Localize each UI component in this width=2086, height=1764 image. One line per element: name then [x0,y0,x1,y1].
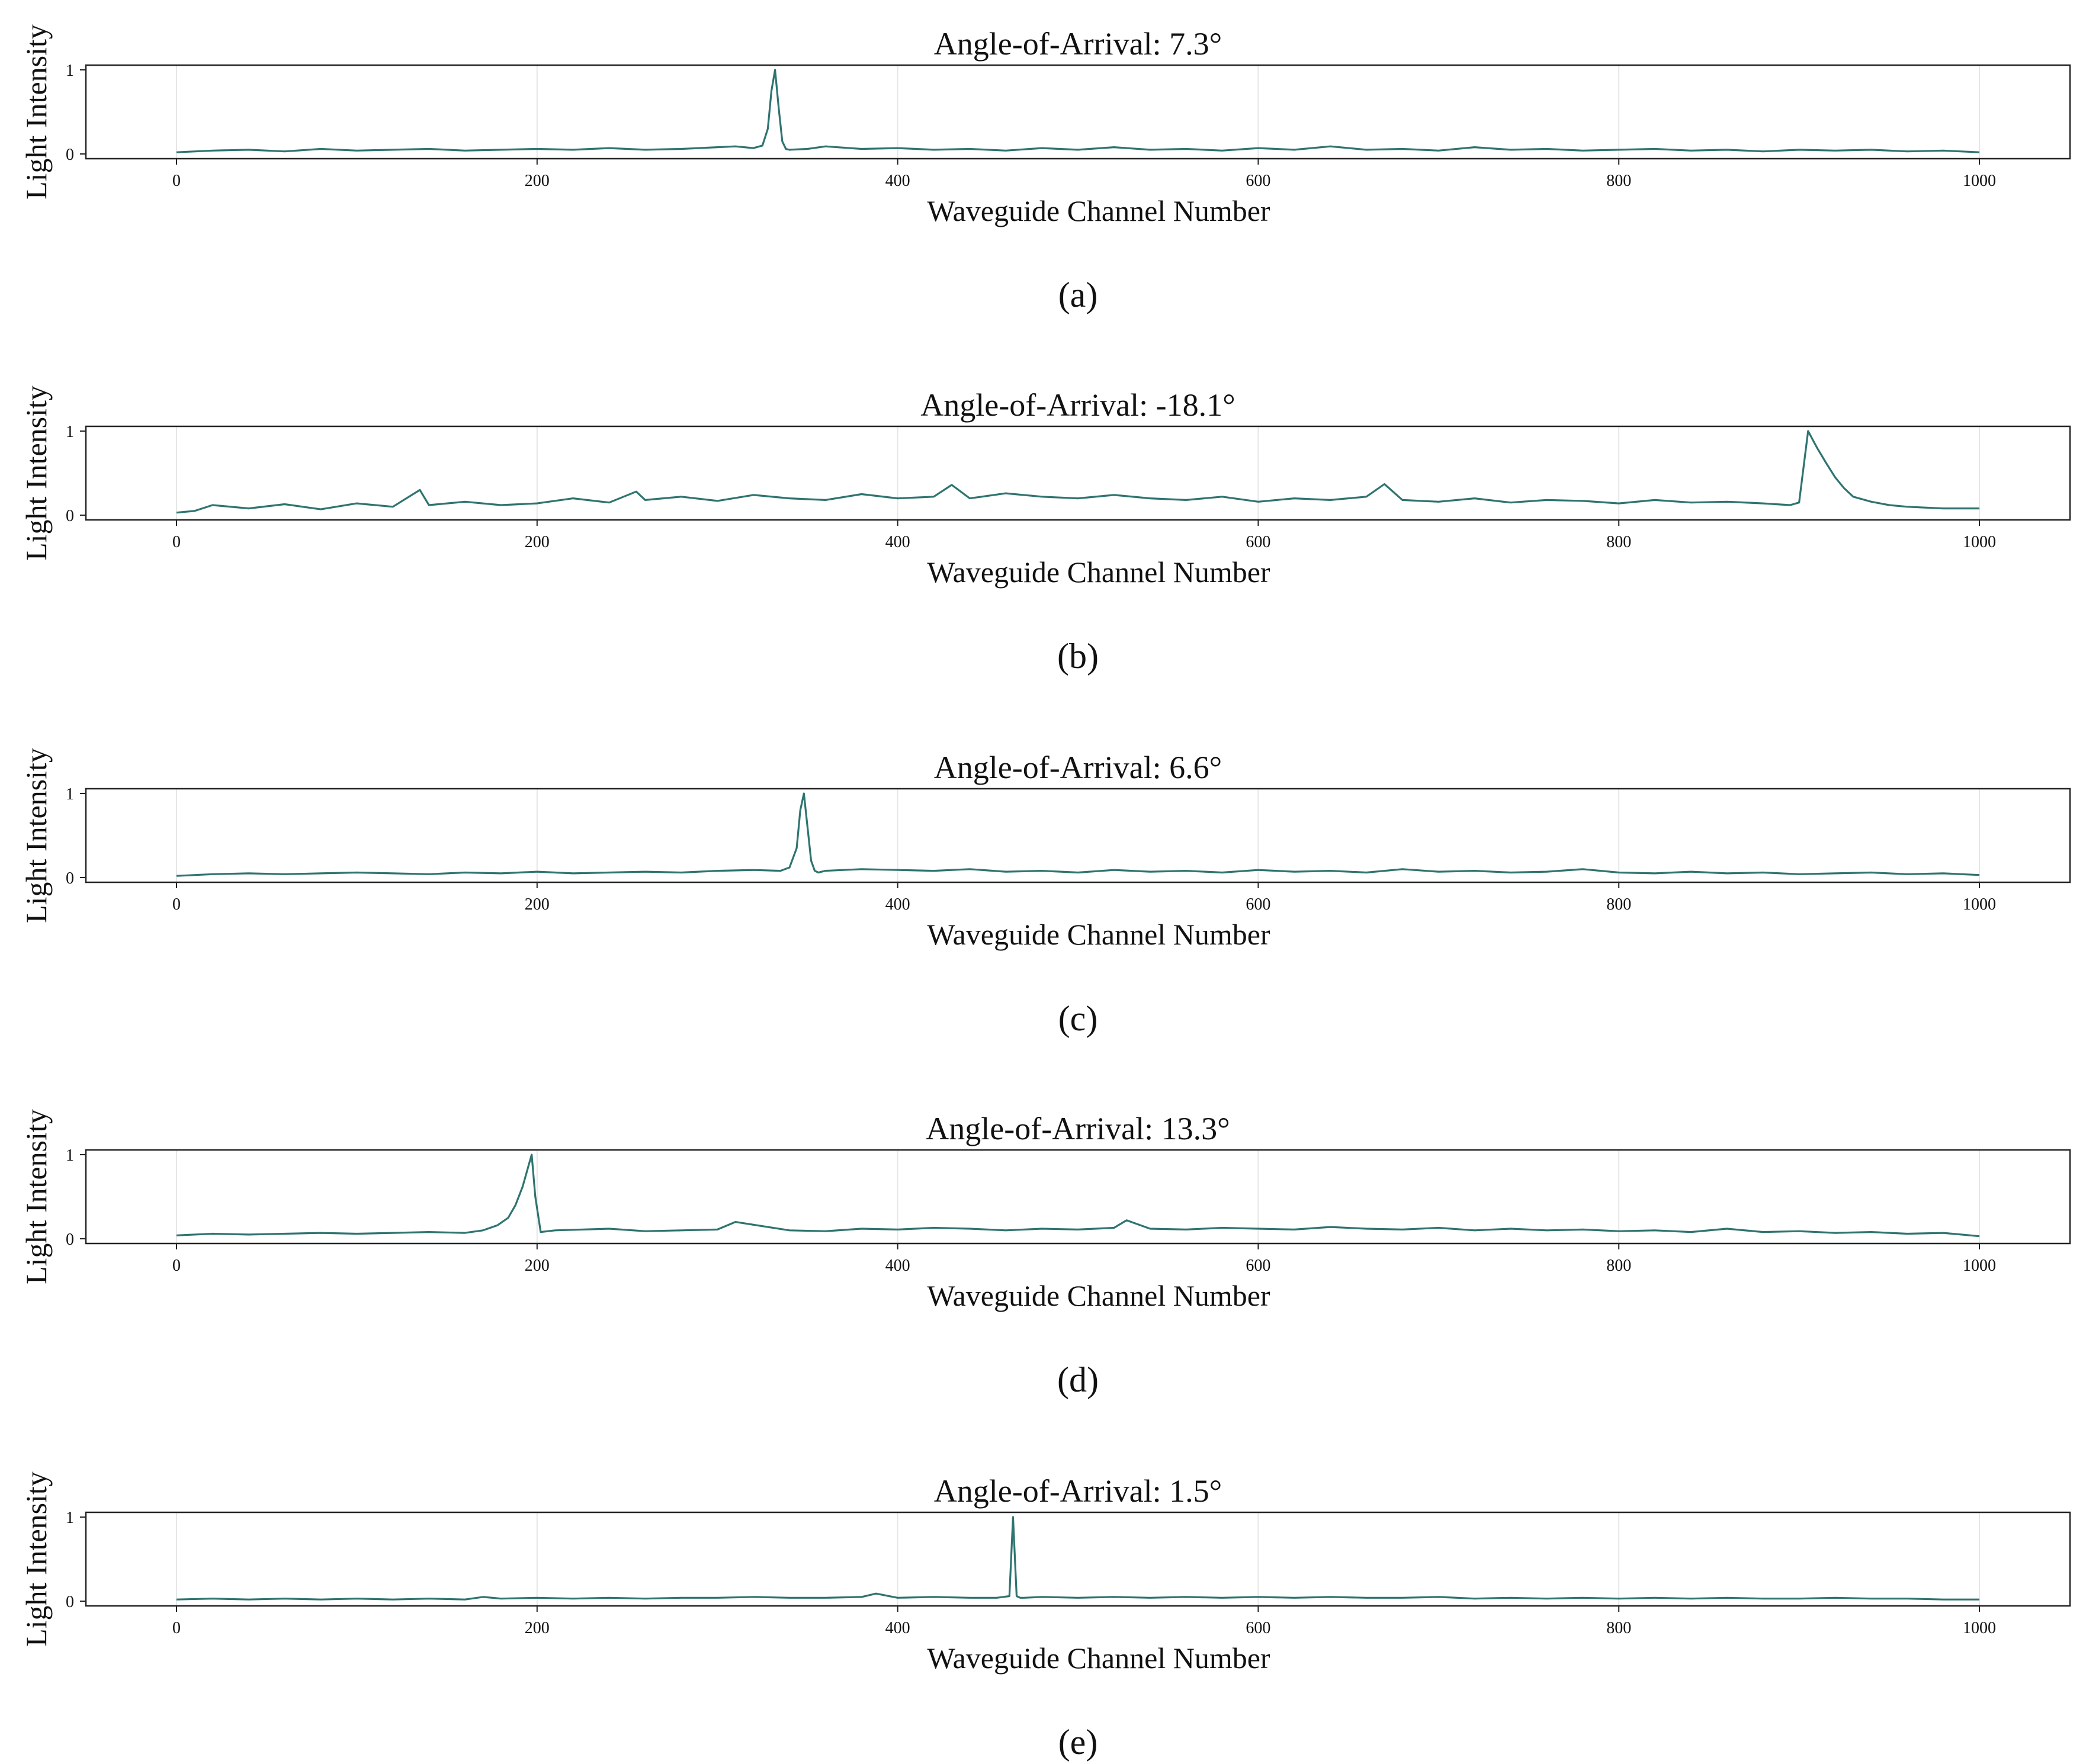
x-tick-label: 800 [1606,1257,1631,1275]
chart-panel-e: Angle-of-Arrival: 1.5° 0 200 400 600 800 1000 0… [20,1471,2071,1762]
x-tick-label: 0 [172,172,181,190]
x-axis-label: Waveguide Channel Number [927,194,1270,227]
series-line [176,1153,1980,1238]
x-tick-label: 0 [172,1257,181,1275]
x-tick-label: 400 [885,895,910,914]
x-axis-label: Waveguide Channel Number [927,1279,1270,1312]
x-tick-label: 400 [885,1257,910,1275]
plot-frame [85,425,2071,521]
panel-caption: (d) [1057,1360,1099,1399]
plot-frame [85,1149,2071,1245]
x-tick-label: 200 [525,172,550,190]
x-tick-label: 400 [885,172,910,190]
y-tick-label: 1 [66,1509,74,1527]
x-tick-label: 800 [1606,172,1631,190]
x-tick-label: 400 [885,1619,910,1637]
x-tick-label: 1000 [1963,533,1996,551]
x-tick-label: 1000 [1963,895,1996,914]
y-tick-label: 1 [66,62,74,80]
x-tick-label: 600 [1246,895,1270,914]
x-tick-label: 0 [172,895,181,914]
x-tick-label: 800 [1606,1619,1631,1637]
x-tick-label: 600 [1246,533,1270,551]
x-tick-label: 1000 [1963,172,1996,190]
plot-frame [85,64,2071,160]
y-tick-label: 0 [66,1593,74,1611]
x-tick-label: 200 [525,1257,550,1275]
chart-panel-b: Angle-of-Arrival: -18.1° 0 200 400 600 800 100… [20,385,2071,676]
x-tick-label: 0 [172,1619,181,1637]
chart-title: Angle-of-Arrival: 7.3° [934,26,1222,62]
x-axis-label: Waveguide Channel Number [927,918,1270,951]
y-axis-label: Light Intensity [20,1471,53,1647]
x-tick-label: 200 [525,895,550,914]
panel-caption: (a) [1058,275,1098,314]
y-axis-label: Light Intensity [20,748,53,923]
x-tick-label: 1000 [1963,1619,1996,1637]
chart-panel-a: Angle-of-Arrival: 7.3° 0 200 400 600 800 1000 0… [20,24,2071,314]
y-tick-label: 1 [66,785,74,804]
y-tick-label: 1 [66,1146,74,1165]
series-line [176,69,1980,153]
panel-caption: (e) [1058,1723,1098,1762]
chart-title: Angle-of-Arrival: 13.3° [926,1111,1230,1146]
chart-panel-d: Angle-of-Arrival: 13.3° 0 200 400 600 800 1000… [20,1109,2071,1399]
series-line [176,792,1980,877]
x-tick-label: 800 [1606,533,1631,551]
x-axis-label: Waveguide Channel Number [927,555,1270,589]
panel-caption: (b) [1057,637,1099,676]
plot-frame [85,788,2071,883]
y-tick-label: 0 [66,1230,74,1249]
series-line [176,430,1979,514]
chart-title: Angle-of-Arrival: 6.6° [934,750,1222,785]
x-tick-label: 800 [1606,895,1631,914]
y-axis-label: Light Intensity [20,1109,53,1284]
chart-title: Angle-of-Arrival: -18.1° [920,387,1235,423]
x-tick-label: 600 [1246,1619,1270,1637]
y-axis-label: Light Intensity [20,24,53,200]
y-tick-label: 0 [66,869,74,888]
panel-caption: (c) [1058,999,1098,1038]
x-tick-label: 600 [1246,172,1270,190]
series-line [176,1516,1979,1601]
x-tick-label: 200 [525,1619,550,1637]
x-tick-label: 400 [885,533,910,551]
x-tick-label: 1000 [1963,1257,1996,1275]
plot-frame [85,1511,2071,1607]
y-tick-label: 0 [66,146,74,164]
chart-panel-c: Angle-of-Arrival: 6.6° 0 200 400 600 800 1000 0… [20,748,2071,1038]
y-tick-label: 0 [66,507,74,525]
y-tick-label: 1 [66,423,74,441]
y-axis-label: Light Intensity [20,385,53,561]
chart-title: Angle-of-Arrival: 1.5° [934,1473,1222,1509]
x-tick-label: 200 [525,533,550,551]
x-tick-label: 600 [1246,1257,1270,1275]
x-tick-label: 0 [172,533,181,551]
x-axis-label: Waveguide Channel Number [927,1641,1270,1675]
